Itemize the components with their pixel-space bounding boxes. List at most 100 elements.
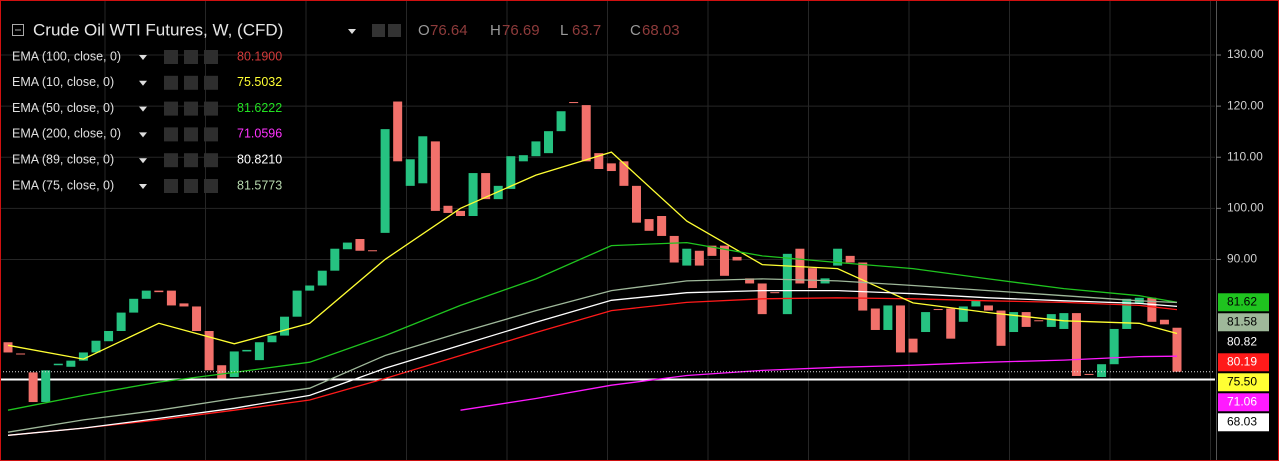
candle: [1147, 297, 1157, 322]
legend-name: EMA (200, close, 0): [12, 127, 121, 141]
price-axis: 90.00 100.00 110.00 120.00 130.00 81.62 81.58 8…: [1216, 0, 1279, 461]
legend-icon[interactable]: [204, 179, 218, 193]
legend-value: 81.5773: [237, 178, 282, 192]
candle: [833, 248, 843, 266]
ohlc-key: O: [418, 22, 430, 39]
candle: [368, 250, 378, 252]
candle: [870, 308, 880, 330]
legend-icon[interactable]: [204, 101, 218, 116]
candle: [1071, 313, 1081, 376]
legend-menu-arrow[interactable]: [139, 132, 147, 138]
legend-icon[interactable]: [164, 153, 178, 168]
legend-icon[interactable]: [184, 179, 198, 193]
price-tag-label: 75.50: [1227, 374, 1257, 388]
candle: [996, 310, 1006, 346]
price-tag: [1218, 333, 1269, 352]
legend-icon[interactable]: [164, 75, 178, 90]
legend-icon[interactable]: [204, 153, 218, 168]
legend-menu-arrow[interactable]: [139, 80, 147, 86]
price-tag: [1218, 353, 1269, 372]
legend-icon[interactable]: [164, 179, 178, 193]
legend-icon[interactable]: [184, 101, 198, 116]
candle: [141, 290, 151, 299]
legend-icon[interactable]: [204, 75, 218, 90]
candle: [204, 330, 214, 371]
candle: [493, 185, 503, 200]
legend-icon[interactable]: [204, 127, 218, 142]
legend-menu-arrow[interactable]: [139, 106, 147, 112]
candle: [845, 255, 855, 263]
price-tag-label: 68.03: [1227, 414, 1257, 428]
candle: [1009, 312, 1019, 333]
candle: [506, 156, 516, 189]
candle: [732, 256, 742, 261]
legend-icon[interactable]: [184, 75, 198, 90]
candle: [443, 205, 453, 213]
price-tag-label: 71.06: [1227, 394, 1257, 408]
candle: [217, 365, 227, 379]
candle: [393, 101, 403, 162]
price-tag: [1218, 393, 1269, 412]
y-tick-label: 100.00: [1227, 201, 1264, 215]
candle: [418, 136, 428, 184]
candle: [41, 370, 51, 403]
legend-icon[interactable]: [204, 50, 218, 64]
candle: [1159, 319, 1169, 325]
legend-value: 75.5032: [237, 75, 282, 89]
legend-icon[interactable]: [164, 50, 178, 64]
ohlc-key: H: [490, 22, 501, 39]
price-tag-label: 80.19: [1227, 354, 1257, 368]
legend-icon[interactable]: [184, 127, 198, 142]
ema-line: [7, 151, 1178, 360]
candle: [544, 131, 554, 154]
symbol-menu-arrow[interactable]: [348, 29, 356, 34]
legend-menu-arrow[interactable]: [139, 55, 147, 60]
candle: [468, 173, 478, 217]
candle: [958, 306, 968, 322]
candle: [28, 372, 38, 403]
candle: [644, 219, 654, 231]
price-tag-label: 81.58: [1227, 314, 1257, 328]
candle: [694, 250, 704, 266]
legend-icon[interactable]: [164, 101, 178, 116]
candle: [669, 235, 679, 263]
candle: [16, 353, 26, 355]
candle: [3, 342, 13, 353]
legend-icon[interactable]: [184, 153, 198, 168]
candle: [1172, 327, 1182, 372]
header: Crude Oil WTI Futures, W, (CFD) O 76.64 H 7…: [12, 20, 680, 39]
ohlc-key: C: [630, 22, 641, 39]
candle: [531, 141, 541, 157]
candle: [556, 111, 566, 132]
candle: [280, 316, 290, 336]
header-icon[interactable]: [372, 24, 385, 37]
candle: [78, 352, 88, 361]
candle: [657, 216, 667, 236]
candle: [707, 245, 717, 256]
legend-menu-arrow[interactable]: [139, 184, 147, 189]
candle: [380, 129, 390, 233]
price-tag: [1218, 413, 1269, 432]
legend-name: EMA (100, close, 0): [12, 49, 121, 63]
candle: [933, 309, 943, 311]
candle: [317, 270, 327, 286]
header-icon[interactable]: [388, 24, 401, 37]
legend: EMA (100, close, 0) 80.1900 EMA (10, close…: [12, 49, 282, 193]
price-tag: [1218, 373, 1269, 392]
candle: [682, 248, 692, 266]
legend-menu-arrow[interactable]: [139, 158, 147, 164]
candle: [807, 268, 817, 289]
candle: [1109, 328, 1119, 365]
price-tag: [1218, 293, 1269, 312]
candle: [66, 360, 76, 367]
candle: [179, 303, 189, 307]
ohlc-value: 68.03: [642, 22, 680, 39]
candle: [569, 102, 579, 104]
legend-icon[interactable]: [164, 127, 178, 142]
legend-name: EMA (89, close, 0): [12, 152, 114, 166]
candle: [267, 335, 277, 343]
legend-icon[interactable]: [184, 50, 198, 64]
